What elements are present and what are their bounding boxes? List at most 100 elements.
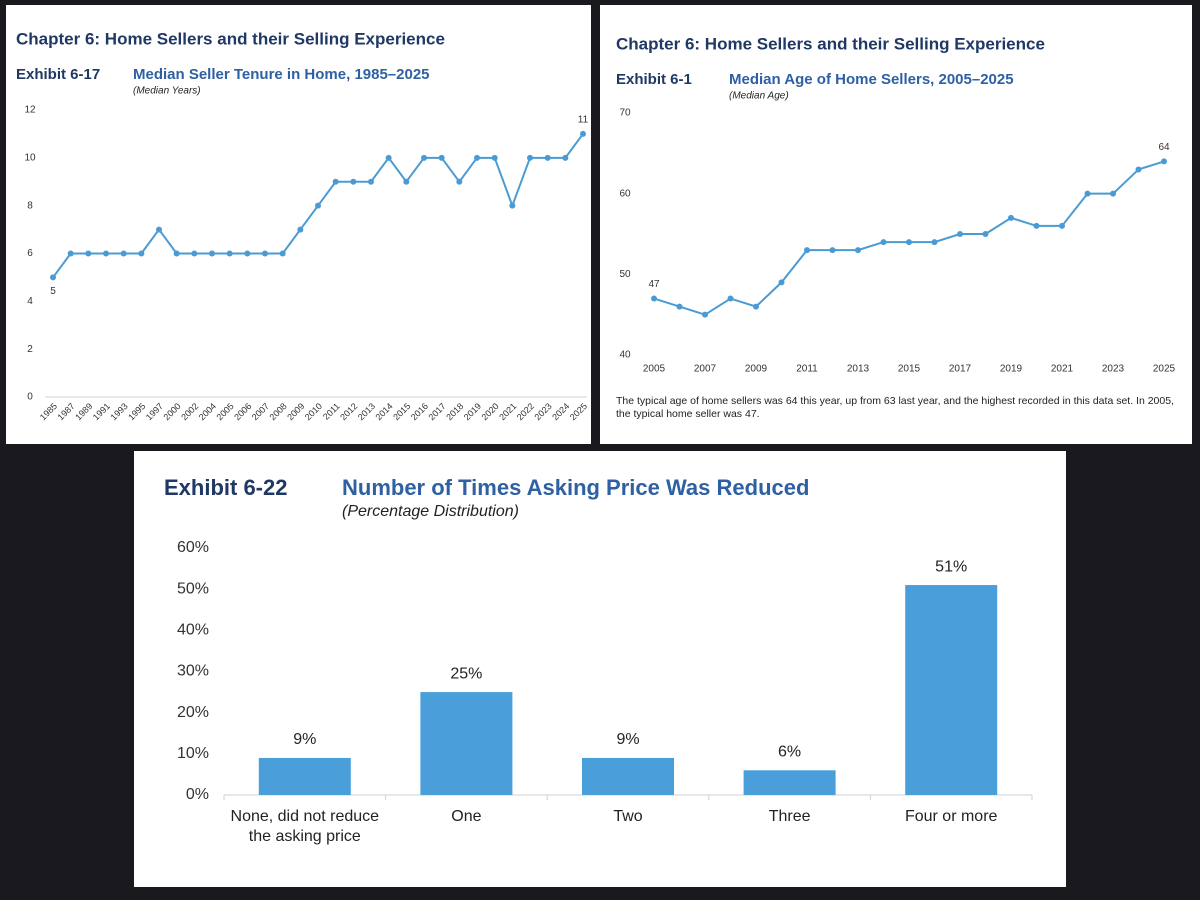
x-tick-label: 1989 bbox=[73, 401, 94, 422]
y-tick-label: 8 bbox=[27, 200, 33, 211]
x-tick-label: 2009 bbox=[285, 401, 306, 422]
x-tick-label-box: None, did not reduce the asking price bbox=[230, 808, 380, 845]
data-point bbox=[50, 274, 56, 281]
y-tick-label: 60% bbox=[177, 539, 209, 556]
y-tick-label: 50% bbox=[177, 580, 209, 597]
chart-title: Median Age of Home Sellers, 2005–2025 bbox=[729, 71, 1014, 88]
x-tick-label: 2023 bbox=[533, 401, 554, 422]
chart-subtitle: (Median Age) bbox=[729, 91, 789, 102]
bar bbox=[420, 692, 513, 795]
x-tick-label: Three bbox=[768, 808, 811, 825]
data-point bbox=[368, 178, 374, 185]
exhibit-number: Exhibit 6-22 bbox=[164, 475, 287, 500]
x-tick-label: 1995 bbox=[126, 401, 147, 422]
data-point bbox=[226, 250, 233, 257]
x-tick-label: One bbox=[451, 808, 482, 825]
x-tick-label: 2021 bbox=[1051, 364, 1074, 375]
x-tick-label: 2025 bbox=[1153, 364, 1176, 375]
data-line bbox=[653, 160, 1165, 316]
data-point bbox=[456, 178, 463, 185]
data-point bbox=[1008, 214, 1014, 221]
y-tick-label: 70 bbox=[619, 108, 631, 119]
data-label: 9% bbox=[293, 731, 316, 748]
x-tick-label: 2010 bbox=[303, 401, 324, 422]
data-point bbox=[804, 247, 810, 254]
x-tick-label: 2014 bbox=[374, 401, 395, 422]
y-tick-label: 0% bbox=[186, 786, 209, 803]
data-label: 5 bbox=[50, 286, 56, 297]
chart-panel: Exhibit 6-22 Number of Times Asking Price… bbox=[134, 451, 1066, 887]
data-point bbox=[676, 303, 683, 310]
chart-panel: Chapter 6: Home Sellers and their Sellin… bbox=[600, 5, 1192, 444]
data-point bbox=[474, 154, 480, 161]
data-point bbox=[1135, 166, 1142, 173]
data-label: 9% bbox=[616, 731, 639, 748]
x-tick-label: 2013 bbox=[847, 364, 870, 375]
data-point bbox=[982, 231, 989, 237]
data-point bbox=[244, 250, 251, 257]
y-tick-label: 10 bbox=[24, 152, 36, 163]
data-point bbox=[421, 154, 427, 161]
bar bbox=[743, 770, 836, 795]
chart-title: Median Seller Tenure in Home, 1985–2025 bbox=[133, 66, 430, 83]
data-label: 47 bbox=[648, 279, 660, 290]
chart-header: Chapter 6: Home Sellers and their Sellin… bbox=[16, 29, 445, 48]
x-tick-label: 2019 bbox=[1000, 364, 1023, 375]
data-point bbox=[173, 250, 180, 257]
chart-subtitle: (Percentage Distribution) bbox=[342, 503, 519, 520]
y-tick-label: 12 bbox=[24, 105, 36, 116]
data-point bbox=[855, 247, 861, 254]
data-point bbox=[156, 226, 162, 233]
data-point bbox=[279, 250, 286, 257]
data-point bbox=[562, 154, 569, 161]
data-point bbox=[580, 130, 586, 137]
x-tick-label: 2013 bbox=[356, 401, 377, 422]
x-tick-label: None, did not reduce the asking price bbox=[230, 808, 380, 845]
data-point bbox=[1084, 190, 1091, 197]
y-tick-label: 10% bbox=[177, 745, 209, 762]
data-label: 6% bbox=[778, 744, 801, 761]
data-point bbox=[880, 239, 887, 246]
data-point bbox=[103, 250, 109, 257]
x-tick-label: 2000 bbox=[162, 401, 183, 422]
data-point bbox=[931, 239, 938, 246]
data-point bbox=[957, 231, 963, 237]
exhibit-number: Exhibit 6-1 bbox=[616, 71, 692, 88]
data-point bbox=[1033, 222, 1040, 229]
x-tick-label: 2025 bbox=[568, 401, 589, 422]
y-tick-label: 50 bbox=[619, 269, 631, 280]
data-point bbox=[385, 154, 392, 161]
data-point bbox=[85, 250, 92, 257]
x-tick-label-box: Two bbox=[613, 808, 642, 825]
data-point bbox=[778, 279, 785, 286]
x-tick-label: 2004 bbox=[197, 401, 218, 422]
chart-panel: Chapter 6: Home Sellers and their Sellin… bbox=[6, 5, 591, 444]
chart-header: Chapter 6: Home Sellers and their Sellin… bbox=[616, 34, 1045, 53]
bar bbox=[905, 585, 998, 795]
x-tick-label-box: Four or more bbox=[905, 808, 997, 825]
x-tick-label: 2005 bbox=[643, 364, 666, 375]
data-point bbox=[191, 250, 198, 257]
y-tick-label: 2 bbox=[27, 344, 33, 355]
x-tick-label: 2015 bbox=[898, 364, 921, 375]
x-tick-label: 1985 bbox=[38, 401, 59, 422]
data-point bbox=[829, 247, 836, 254]
x-tick-label: 1997 bbox=[144, 401, 165, 422]
x-tick-label: 2017 bbox=[427, 401, 448, 422]
x-tick-label: 2017 bbox=[949, 364, 972, 375]
x-tick-label: 2023 bbox=[1102, 364, 1125, 375]
x-tick-label: 2012 bbox=[338, 401, 359, 422]
chart-note: The typical age of home sellers was 64 t… bbox=[616, 395, 1174, 420]
y-tick-label: 6 bbox=[27, 248, 33, 259]
data-point bbox=[138, 250, 145, 257]
y-tick-label: 40% bbox=[177, 622, 209, 639]
x-tick-label: 2007 bbox=[250, 401, 271, 422]
data-point bbox=[120, 250, 127, 257]
data-point bbox=[1110, 190, 1116, 197]
x-tick-label: 2016 bbox=[409, 401, 430, 422]
x-tick-label: 2005 bbox=[215, 401, 236, 422]
data-point bbox=[403, 178, 410, 185]
x-tick-label-box: Three bbox=[768, 808, 811, 825]
x-tick-label: 2002 bbox=[179, 401, 200, 422]
